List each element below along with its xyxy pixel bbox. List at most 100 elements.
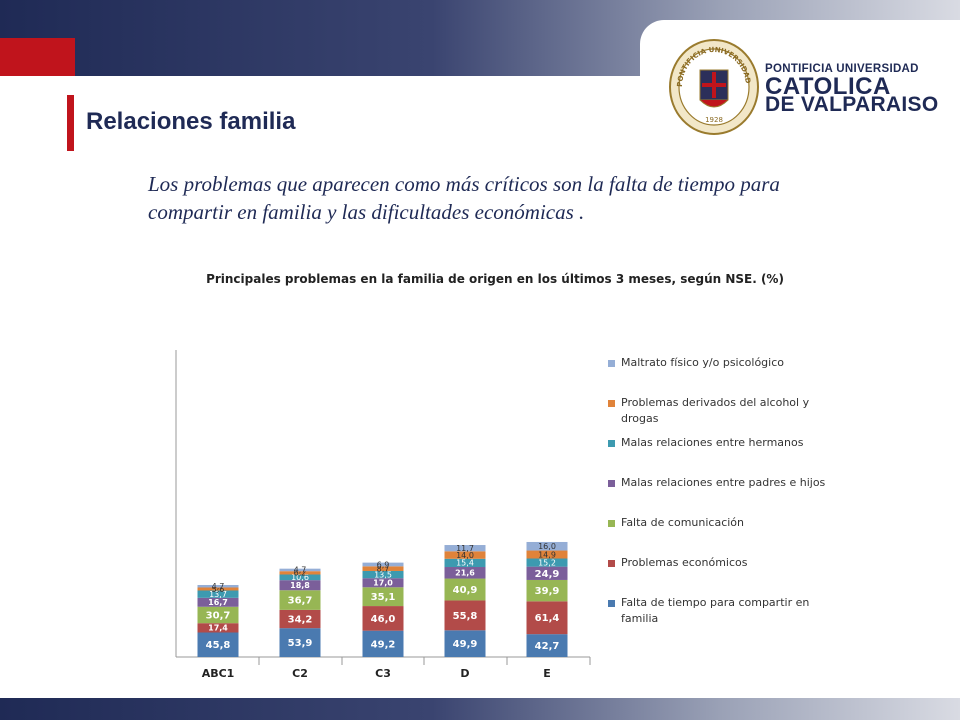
data-label: 16,7: [208, 598, 228, 607]
data-label: 4,7: [212, 582, 225, 591]
bar-segment: [279, 571, 321, 575]
legend-swatch: [608, 480, 615, 487]
data-label: 17,0: [373, 579, 393, 588]
data-label: 42,7: [535, 641, 560, 652]
data-label: 15,4: [456, 559, 474, 568]
legend-swatch: [608, 440, 615, 447]
bar-segment: [526, 579, 568, 602]
legend-label: Malas relaciones entre hermanos: [621, 436, 804, 449]
legend-label: Maltrato físico y/o psicológico: [621, 356, 784, 369]
bar-segment: [362, 587, 404, 607]
seal-year: 1928: [705, 116, 723, 124]
legend-swatch: [608, 600, 615, 607]
data-label: 16,0: [538, 542, 556, 551]
data-label: 14,0: [456, 551, 474, 560]
university-seal-logo: PONTIFICIA UNIVERSIDAD CATOLICA DE VALPA…: [668, 38, 759, 135]
bar-segment: [362, 606, 404, 631]
data-label: 10,6: [291, 573, 309, 582]
bar-segment: [279, 609, 321, 629]
bar-segment: [444, 578, 486, 601]
data-label: 13,5: [374, 570, 392, 579]
bar-segment: [526, 566, 568, 580]
bar-segment: [279, 568, 321, 572]
slide-subtitle: Los problemas que aparecen como más crít…: [148, 172, 780, 224]
bar-segment: [362, 562, 404, 567]
data-label: 49,9: [453, 639, 478, 650]
bar-segment: [197, 597, 239, 607]
bar-segment: [197, 623, 239, 633]
legend-label: Malas relaciones entre padres e hijos: [621, 476, 826, 489]
data-label: 17,4: [208, 624, 228, 633]
bar-segment: [362, 566, 404, 571]
data-label: 45,8: [206, 640, 231, 651]
data-label: 61,4: [535, 613, 560, 624]
data-label: 46,0: [371, 614, 396, 625]
data-label: 4,7: [294, 566, 307, 575]
slide-title: Relaciones familia: [86, 108, 296, 135]
university-name-line3: DE VALPARAISO: [765, 93, 939, 116]
legend-label: Falta de tiempo para compartir en famili…: [621, 596, 810, 625]
bar-segment: [444, 551, 486, 559]
data-label: 30,7: [206, 610, 231, 621]
university-name-line2: CATOLICA: [765, 73, 891, 100]
bar-segment: [279, 590, 321, 610]
data-label: 40,9: [453, 585, 478, 596]
data-label: 5,6: [212, 585, 225, 594]
data-label: 14,9: [538, 550, 556, 559]
data-label: 36,7: [288, 596, 313, 607]
x-tick-label: ABC1: [202, 667, 235, 680]
bar-segment: [444, 630, 486, 657]
x-tick-label: C3: [375, 667, 391, 680]
legend-swatch: [608, 360, 615, 367]
bar-segment: [279, 628, 321, 657]
footer-band: [0, 698, 960, 720]
bar-segment: [279, 574, 321, 581]
bar-segment: [444, 600, 486, 631]
legend-swatch: [608, 560, 615, 567]
x-tick-label: C2: [292, 667, 308, 680]
chart-title: Principales problemas en la familia de o…: [206, 272, 784, 286]
bar-segment: [362, 578, 404, 588]
data-label: 35,1: [371, 592, 396, 603]
bar-segment: [362, 630, 404, 657]
bar-segment: [197, 584, 239, 588]
legend-label: Problemas derivados del alcohol y drogas: [621, 396, 810, 425]
data-label: 53,9: [288, 638, 313, 649]
legend-swatch: [608, 400, 615, 407]
data-label: 21,6: [455, 569, 475, 578]
data-label: 6,9: [377, 560, 390, 569]
data-label: 39,9: [535, 586, 560, 597]
bar-segment: [197, 590, 239, 598]
bar-segment: [526, 541, 568, 551]
data-label: 24,9: [535, 569, 560, 580]
bar-segment: [444, 567, 486, 579]
legend-label: Falta de comunicación: [621, 516, 744, 529]
legend-label: Problemas económicos: [621, 556, 748, 569]
x-tick-label: E: [543, 667, 551, 680]
bar-segment: [444, 558, 486, 568]
data-label: 55,8: [453, 611, 478, 622]
data-label: 11,7: [456, 544, 474, 553]
bar-segment: [197, 632, 239, 657]
header-accent-block: [0, 38, 75, 76]
bar-segment: [526, 558, 568, 567]
bar-segment: [362, 570, 404, 579]
bar-segment: [197, 606, 239, 624]
bar-segment: [279, 580, 321, 591]
x-tick-label: D: [460, 667, 469, 680]
bar-segment: [526, 550, 568, 559]
data-label: 8,7: [377, 564, 390, 573]
bar-segment: [444, 545, 486, 552]
data-label: 49,2: [371, 639, 396, 650]
data-label: 34,2: [288, 615, 313, 626]
data-label: 6,2: [294, 569, 307, 578]
data-label: 15,2: [538, 558, 556, 567]
data-label: 13,7: [209, 590, 227, 599]
legend-swatch: [608, 520, 615, 527]
bar-segment: [526, 634, 568, 657]
data-label: 18,8: [290, 581, 310, 590]
bar-segment: [526, 601, 568, 635]
university-name-line1: PONTIFICIA UNIVERSIDAD: [765, 63, 919, 75]
bar-segment: [197, 587, 239, 591]
title-accent-bar: [67, 95, 74, 151]
